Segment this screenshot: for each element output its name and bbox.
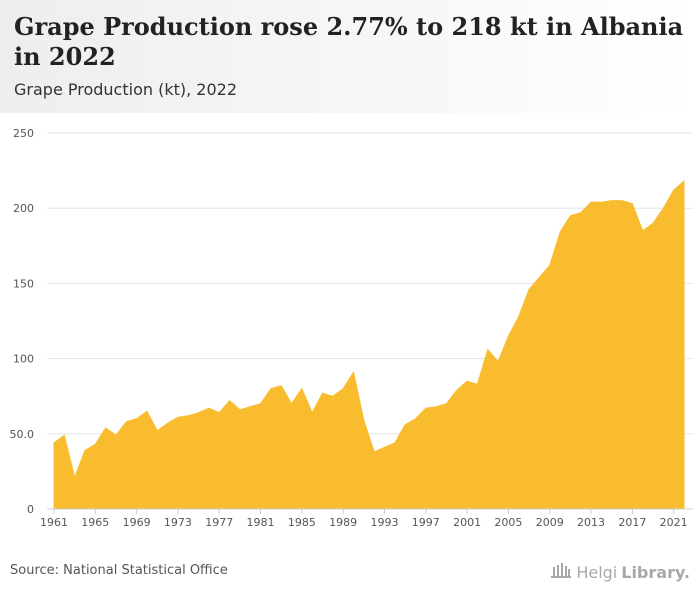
grape-production-chart: 0 50.0 100 150 200 250 1961 1965 1969 1973 1977 198…	[10, 127, 693, 529]
x-tick-label: 2017	[618, 516, 646, 529]
series-area	[53, 180, 685, 510]
y-tick-label: 100	[13, 353, 34, 366]
x-tick-label: 2001	[453, 516, 481, 529]
x-tick-label: 1969	[123, 516, 151, 529]
x-tick-label: 1973	[164, 516, 192, 529]
x-tick-label: 2021	[660, 516, 688, 529]
chart-area: 0 50.0 100 150 200 250 1961 1965 1969 1973 1977 198…	[0, 113, 700, 548]
logo-text-helgi: Helgi	[576, 562, 618, 582]
x-tick-label: 1993	[370, 516, 398, 529]
area-layer	[53, 180, 685, 510]
helgi-library-logo[interactable]: Helgi Library.	[550, 561, 690, 583]
y-tick-label: 50.0	[10, 428, 35, 441]
y-tick-label: 0	[27, 503, 34, 516]
y-tick-label: 200	[13, 202, 34, 215]
library-building-icon	[550, 561, 572, 583]
logo-text-library: Library.	[621, 562, 690, 582]
page-title: Grape Production rose 2.77% to 218 kt in…	[14, 12, 684, 71]
x-tick-label: 1989	[329, 516, 357, 529]
x-tick-label: 1997	[412, 516, 440, 529]
chart-subtitle: Grape Production (kt), 2022	[14, 80, 237, 99]
x-tick-label: 1977	[205, 516, 233, 529]
x-tick-label: 2013	[577, 516, 605, 529]
x-tick-label: 2005	[494, 516, 522, 529]
x-tick-label: 1981	[247, 516, 275, 529]
x-tick-label: 2009	[536, 516, 564, 529]
x-tick-label: 1965	[81, 516, 109, 529]
axis-layer: 0 50.0 100 150 200 250 1961 1965 1969 1973 1977 198…	[10, 127, 693, 529]
y-tick-label: 250	[13, 127, 34, 140]
source-note: Source: National Statistical Office	[10, 563, 228, 578]
x-tick-label: 1961	[40, 516, 68, 529]
y-tick-label: 150	[13, 277, 34, 290]
x-tick-label: 1985	[288, 516, 316, 529]
header: Grape Production rose 2.77% to 218 kt in…	[0, 0, 700, 113]
